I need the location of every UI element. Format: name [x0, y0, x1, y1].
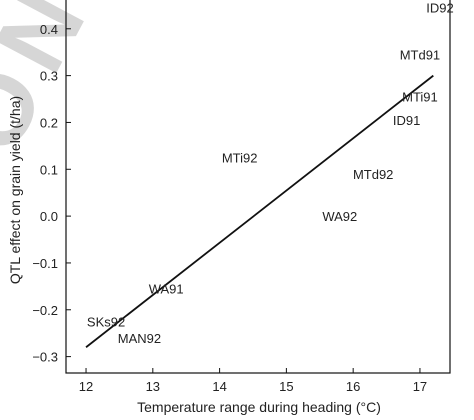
- point-label: MTi92: [222, 151, 258, 166]
- point-labels: ID92 MTd91 MTi91 ID91 MTi92 MTd92 WA92 WA91 SKs9…: [87, 1, 454, 346]
- point-label: MTd91: [400, 48, 440, 63]
- ticks: 12 13 14 15 16 17 −0.3 −0.2 −0.1 0.0 0.1 0.2 0.3 0.4: [32, 22, 427, 394]
- x-tick-label: 17: [413, 379, 427, 394]
- point-label: WA91: [149, 282, 184, 297]
- y-tick-label: 0.2: [40, 115, 58, 130]
- axes: [65, 0, 451, 374]
- point-label: MAN92: [118, 331, 161, 346]
- point-label: MTi91: [402, 90, 438, 105]
- x-tick-label: 12: [79, 379, 93, 394]
- point-label: ID91: [393, 113, 420, 128]
- y-tick-label: −0.1: [32, 256, 58, 271]
- watermark: ONLY: [0, 0, 182, 170]
- x-tick-label: 13: [146, 379, 160, 394]
- point-label: MTd92: [353, 167, 393, 182]
- y-tick-label: 0.1: [40, 162, 58, 177]
- regression-line-group: [85, 74, 434, 348]
- x-tick-label: 14: [212, 379, 226, 394]
- y-tick-label: 0.4: [40, 22, 58, 37]
- x-tick-label: 16: [346, 379, 360, 394]
- y-tick-label: −0.3: [32, 350, 58, 365]
- y-tick-label: 0.0: [40, 209, 58, 224]
- plot-frame: [65, 0, 451, 374]
- y-tick-label: 0.3: [40, 69, 58, 84]
- regression-line: [85, 74, 434, 348]
- y-tick-label: −0.2: [32, 303, 58, 318]
- point-label: ID92: [426, 1, 453, 16]
- y-axis-title: QTL effect on grain yield (t/ha): [7, 96, 23, 284]
- x-tick-label: 15: [279, 379, 293, 394]
- point-label: SKs92: [87, 314, 125, 329]
- point-label: WA92: [322, 209, 357, 224]
- x-axis-title: Temperature range during heading (°C): [137, 399, 381, 415]
